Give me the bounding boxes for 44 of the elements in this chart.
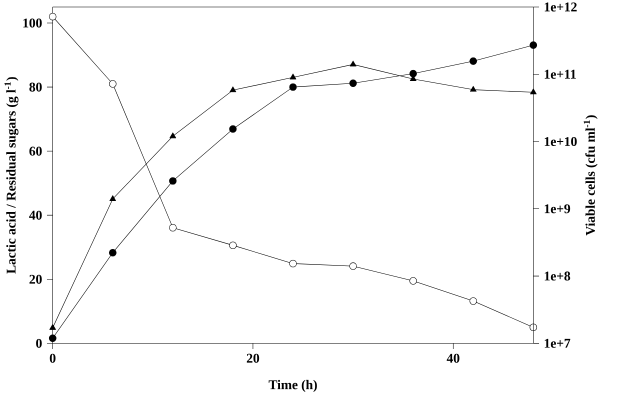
point <box>170 132 176 138</box>
y-tick-label: 100 <box>23 18 42 28</box>
point <box>349 262 357 270</box>
y2-tick-label: 1e+10 <box>544 137 577 146</box>
point <box>229 125 237 133</box>
x-tick-label: 40 <box>446 354 460 363</box>
x-axis-title: Time (h) <box>268 380 317 392</box>
point <box>169 224 177 232</box>
point <box>230 86 236 92</box>
y-tick-label: 80 <box>29 82 42 92</box>
y-axis-title: Lactic acid / Residual sugars (g l$^{-1}$) <box>4 77 18 274</box>
point <box>409 277 417 285</box>
point <box>530 324 538 332</box>
point <box>48 12 56 20</box>
point <box>289 83 297 91</box>
point <box>470 297 477 305</box>
point <box>409 70 417 78</box>
point <box>350 60 356 66</box>
x-tick-label: 20 <box>246 354 260 363</box>
point <box>169 177 177 185</box>
point <box>470 57 477 65</box>
x-tick-label: 0 <box>50 354 56 363</box>
point <box>470 86 477 92</box>
y2-tick-label: 1e+7 <box>544 338 570 348</box>
y2-tick-label: 1e+9 <box>544 204 570 214</box>
y-tick-label: 60 <box>29 146 42 156</box>
point <box>48 334 56 342</box>
point <box>349 79 357 87</box>
point <box>109 195 116 201</box>
point <box>109 248 116 256</box>
y2-axis-title: Viable cells (cfu ml$^{-1}$) <box>584 115 598 236</box>
point <box>290 74 296 80</box>
y2-tick-label: 1e+11 <box>544 70 576 79</box>
y-tick-label: 0 <box>36 338 42 348</box>
point <box>229 242 237 250</box>
y-tick-label: 20 <box>29 274 42 284</box>
y2-tick-label: 1e+8 <box>544 272 570 281</box>
point <box>530 88 537 94</box>
point <box>109 80 116 88</box>
point <box>530 41 538 49</box>
point <box>49 324 56 330</box>
y2-tick-label: 1e+12 <box>544 2 577 12</box>
y-tick-label: 40 <box>29 210 42 220</box>
point <box>289 260 297 268</box>
